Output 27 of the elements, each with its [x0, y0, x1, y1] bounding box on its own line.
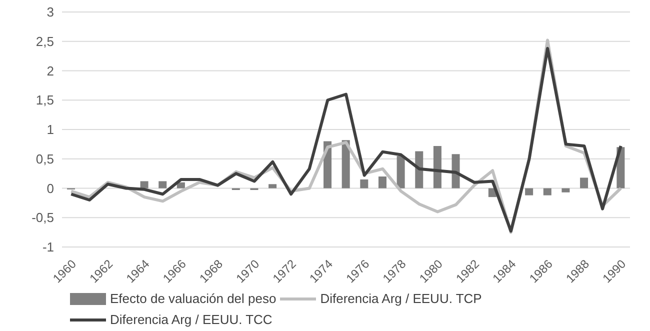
y-tick-label: -1	[42, 240, 54, 255]
y-tick-label: 0	[46, 180, 54, 196]
bar	[378, 176, 386, 188]
bar	[158, 181, 167, 188]
legend-label: Efecto de valuación del peso	[110, 291, 276, 306]
y-tick-label: 1,5	[36, 92, 54, 108]
bar	[342, 140, 350, 188]
legend-label: Diferencia Arg / EEUU. TCP	[320, 291, 482, 306]
y-tick-label: 2,5	[36, 34, 54, 49]
y-tick-label: 0,5	[36, 151, 54, 166]
bar	[543, 188, 552, 196]
y-tick-label: -0,5	[32, 210, 54, 226]
y-tick-label: 1	[46, 122, 54, 138]
bar	[396, 156, 405, 188]
y-tick-label: 3	[46, 4, 54, 20]
bar	[452, 154, 460, 188]
legend-label: Diferencia Arg / EEUU. TCC	[110, 312, 272, 327]
bar	[140, 181, 148, 188]
bar	[433, 146, 442, 188]
bar	[176, 182, 185, 188]
bar	[268, 184, 277, 188]
bar	[525, 188, 534, 196]
bar	[580, 178, 588, 188]
y-tick-label: 2	[46, 63, 54, 78]
bar	[360, 179, 368, 188]
bar	[562, 188, 570, 192]
bar	[415, 151, 424, 188]
